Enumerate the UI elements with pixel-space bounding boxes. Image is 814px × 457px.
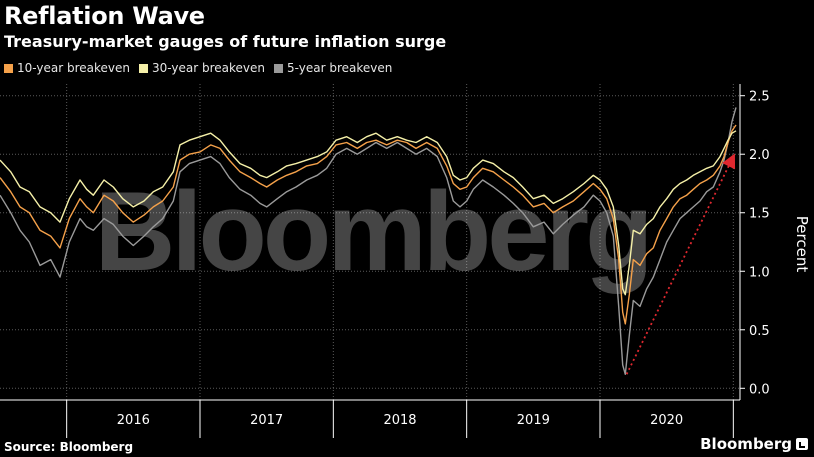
legend-item-5-year: 5-year breakeven: [274, 61, 392, 75]
legend-item-10-year: 10-year breakeven: [4, 61, 130, 75]
series-line-5-year: [0, 107, 737, 375]
legend-item-30-year: 30-year breakeven: [139, 61, 265, 75]
series-lines: [0, 107, 737, 375]
chart-title: Reflation Wave: [4, 2, 205, 30]
chart-area: 0.0 0.5 1.0 1.5 2.0 2.5 2016 2017 2018 2019 2020 B…: [0, 84, 811, 438]
y-axis-label: Percent: [793, 216, 811, 273]
legend-swatch-30-year: [139, 63, 148, 73]
x-tick-label: 2018: [383, 413, 416, 428]
y-tick-label: 1.5: [749, 207, 770, 222]
legend-label-10-year: 10-year breakeven: [17, 61, 130, 75]
axes: 0.0 0.5 1.0 1.5 2.0 2.5 2016 2017 2018 2019 2020: [0, 84, 770, 438]
legend-label-5-year: 5-year breakeven: [287, 61, 393, 75]
series-line-10-year: [0, 124, 737, 325]
legend-label-30-year: 30-year breakeven: [152, 61, 265, 75]
y-tick-label: 1.0: [749, 265, 770, 280]
trend-arrow: [625, 153, 736, 375]
x-tick-label: 2016: [117, 413, 150, 428]
chart-icon: [796, 438, 808, 450]
y-tick-label: 0.5: [749, 324, 770, 339]
x-tick-label: 2020: [650, 413, 683, 428]
legend-swatch-5-year: [274, 63, 283, 73]
brand-logo: Bloomberg: [700, 435, 808, 453]
y-tick-label: 0.0: [749, 382, 770, 397]
series-line-30-year: [0, 130, 737, 296]
chart-subtitle: Treasury-market gauges of future inflati…: [4, 32, 447, 51]
legend-swatch-10-year: [4, 63, 13, 73]
chart-legend: 10-year breakeven 30-year breakeven 5-ye…: [4, 61, 392, 75]
brand-name: Bloomberg: [700, 435, 792, 453]
x-tick-label: 2017: [250, 413, 283, 428]
y-tick-label: 2.5: [749, 90, 770, 105]
bloomberg-watermark: Bloomberg: [94, 169, 649, 294]
y-tick-label: 2.0: [749, 148, 770, 163]
trend-annotation: [625, 153, 736, 375]
x-tick-label: 2019: [517, 413, 550, 428]
source-note: Source: Bloomberg: [4, 440, 134, 454]
